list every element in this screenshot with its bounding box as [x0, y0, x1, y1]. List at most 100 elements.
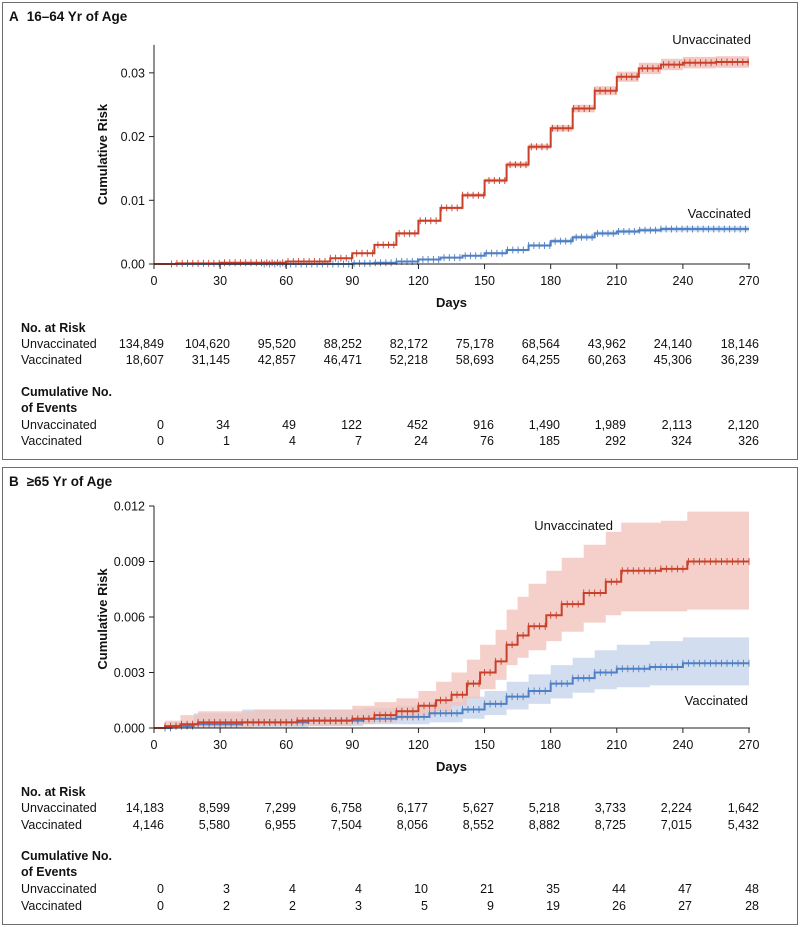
at-risk-row-vaccinated-cell: 8,725: [594, 818, 626, 832]
events-row-vaccinated-cell: 26: [612, 899, 626, 913]
x-tick-label: 30: [213, 274, 227, 288]
at-risk-row-unvaccinated-cell: 75,178: [455, 337, 494, 351]
x-tick-label: 120: [408, 738, 429, 752]
at-risk-row-vaccinated-cell: 52,218: [389, 353, 428, 367]
y-tick-label: 0.02: [121, 130, 145, 144]
ci-band-unvaccinated: [154, 511, 749, 728]
events-row-unvaccinated-cell: 49: [282, 418, 296, 432]
at-risk-row-vaccinated-cell: 42,857: [257, 353, 296, 367]
events-row-vaccinated-cell: 326: [738, 434, 759, 448]
x-tick-label: 150: [474, 738, 495, 752]
events-row-vaccinated-cell: 5: [421, 899, 428, 913]
events-row-vaccinated-cell: 27: [678, 899, 692, 913]
at-risk-row-unvaccinated-cell: 68,564: [521, 337, 560, 351]
series-annotation-unvaccinated: Unvaccinated: [672, 32, 751, 47]
x-tick-label: 270: [739, 274, 760, 288]
at-risk-row-unvaccinated-cell: 3,733: [594, 801, 626, 815]
y-axis-label: Cumulative Risk: [95, 103, 110, 205]
risk-table-header: No. at Risk: [21, 321, 86, 335]
series-annotation-unvaccinated: Unvaccinated: [534, 518, 613, 533]
x-tick-label: 210: [606, 738, 627, 752]
events-row-vaccinated-cell: 9: [487, 899, 494, 913]
events-row-unvaccinated-cell: 44: [612, 882, 626, 896]
events-row-unvaccinated-cell: 34: [216, 418, 230, 432]
events-table-header-line2: of Events: [21, 865, 78, 879]
x-tick-label: 90: [345, 738, 359, 752]
events-row-vaccinated-cell: 28: [745, 899, 759, 913]
at-risk-row-unvaccinated-cell: 14,183: [125, 801, 164, 815]
at-risk-row-vaccinated-cell: 64,255: [521, 353, 560, 367]
at-risk-row-vaccinated-cell: 5,580: [198, 818, 230, 832]
events-row-vaccinated-cell: 1: [223, 434, 230, 448]
events-row-unvaccinated-cell: 3: [223, 882, 230, 896]
events-table-header-line2: of Events: [21, 401, 78, 415]
y-tick-label: 0.03: [121, 66, 145, 80]
at-risk-row-vaccinated-cell: 7,504: [330, 818, 362, 832]
at-risk-row-vaccinated-cell: 4,146: [132, 818, 164, 832]
x-axis-label: Days: [436, 759, 467, 774]
at-risk-row-vaccinated-cell: 8,552: [462, 818, 494, 832]
at-risk-row-unvaccinated-cell: 6,758: [330, 801, 362, 815]
at-risk-row-vaccinated-cell: 18,607: [125, 353, 164, 367]
ci-band-vaccinated: [154, 637, 749, 728]
panel-title: B ≥65 Yr of Age: [9, 474, 112, 489]
events-row-vaccinated-cell: 3: [355, 899, 362, 913]
at-risk-row-vaccinated-cell: 58,693: [455, 353, 494, 367]
events-row-vaccinated-label: Vaccinated: [21, 434, 82, 448]
events-row-unvaccinated-cell: 35: [546, 882, 560, 896]
x-tick-label: 240: [672, 738, 693, 752]
events-row-unvaccinated-cell: 4: [289, 882, 296, 896]
x-tick-label: 60: [279, 274, 293, 288]
x-tick-label: 30: [213, 738, 227, 752]
y-tick-label: 0.003: [114, 666, 145, 680]
y-tick-label: 0.000: [114, 722, 145, 736]
at-risk-row-vaccinated-cell: 5,432: [727, 818, 759, 832]
x-tick-label: 90: [345, 274, 359, 288]
at-risk-row-unvaccinated-cell: 24,140: [653, 337, 692, 351]
chart-plot-b: 0 30 60 90 120 150 180 210 240 270 0.000 0.003 0.006…: [95, 500, 759, 775]
at-risk-row-unvaccinated-cell: 104,620: [184, 337, 230, 351]
events-row-vaccinated-cell: 24: [414, 434, 428, 448]
x-tick-label: 180: [540, 738, 561, 752]
at-risk-row-vaccinated-cell: 60,263: [587, 353, 626, 367]
events-row-unvaccinated-cell: 21: [480, 882, 494, 896]
at-risk-row-unvaccinated-label: Unvaccinated: [21, 801, 97, 815]
events-row-unvaccinated-cell: 2,113: [661, 418, 692, 432]
at-risk-row-vaccinated-cell: 8,882: [528, 818, 560, 832]
panel-a: A 16–64 Yr of Age 0 30 60 90 120 150 180 210 240 2…: [2, 2, 798, 460]
panel-title-text: ≥65 Yr of Age: [26, 474, 113, 489]
censor-ticks-unvaccinated: [164, 558, 750, 730]
at-risk-row-vaccinated-cell: 31,145: [191, 353, 230, 367]
events-row-vaccinated-cell: 76: [480, 434, 494, 448]
at-risk-row-vaccinated-cell: 36,239: [720, 353, 759, 367]
events-row-unvaccinated-cell: 916: [473, 418, 494, 432]
events-row-vaccinated-cell: 2: [223, 899, 230, 913]
at-risk-row-unvaccinated-label: Unvaccinated: [21, 337, 97, 351]
events-row-unvaccinated-cell: 0: [157, 882, 164, 896]
events-row-vaccinated-cell: 185: [539, 434, 560, 448]
x-tick-label: 0: [151, 274, 158, 288]
risk-table-a: No. at Risk Cumulative No. of Events Unvacc…: [3, 3, 799, 461]
at-risk-row-unvaccinated-cell: 82,172: [389, 337, 428, 351]
events-row-unvaccinated-label: Unvaccinated: [21, 882, 97, 896]
at-risk-row-unvaccinated-cell: 134,849: [118, 337, 164, 351]
at-risk-row-unvaccinated-cell: 5,218: [528, 801, 560, 815]
series-line-vaccinated: [154, 228, 749, 265]
risk-table-header: No. at Risk: [21, 785, 86, 799]
at-risk-row-vaccinated-cell: 8,056: [396, 818, 428, 832]
at-risk-row-unvaccinated-cell: 8,599: [198, 801, 230, 815]
y-tick-label: 0.012: [114, 500, 145, 514]
y-axis-label: Cumulative Risk: [95, 568, 110, 670]
at-risk-row-vaccinated-label: Vaccinated: [21, 818, 82, 832]
events-row-vaccinated-cell: 2: [289, 899, 296, 913]
events-row-vaccinated-cell: 19: [546, 899, 560, 913]
y-tick-label: 0.00: [121, 258, 145, 272]
panel-b: B ≥65 Yr of Age 0 30 60 90 120 150 180 210 240 270…: [2, 467, 798, 925]
events-row-vaccinated-cell: 7: [355, 434, 362, 448]
events-row-unvaccinated-cell: 2,120: [727, 418, 759, 432]
chart-plot-a: 0 30 60 90 120 150 180 210 240 270 0.00 0.01 0.02 0.0…: [95, 32, 760, 310]
x-tick-label: 60: [279, 738, 293, 752]
x-tick-label: 120: [408, 274, 429, 288]
at-risk-row-vaccinated-cell: 45,306: [653, 353, 692, 367]
y-tick-label: 0.009: [114, 555, 145, 569]
